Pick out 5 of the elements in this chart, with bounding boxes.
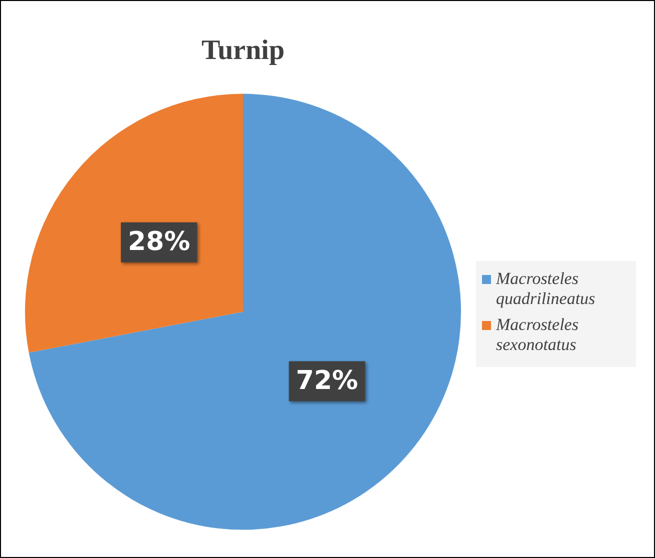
data-label: 28% bbox=[128, 227, 190, 258]
data-label: 72% bbox=[296, 366, 358, 396]
legend-label: Macrosteles sexonotatus bbox=[496, 315, 580, 355]
chart-title: Turnip bbox=[201, 35, 285, 66]
legend-label: Macrosteles quadrilineatus bbox=[496, 269, 596, 309]
